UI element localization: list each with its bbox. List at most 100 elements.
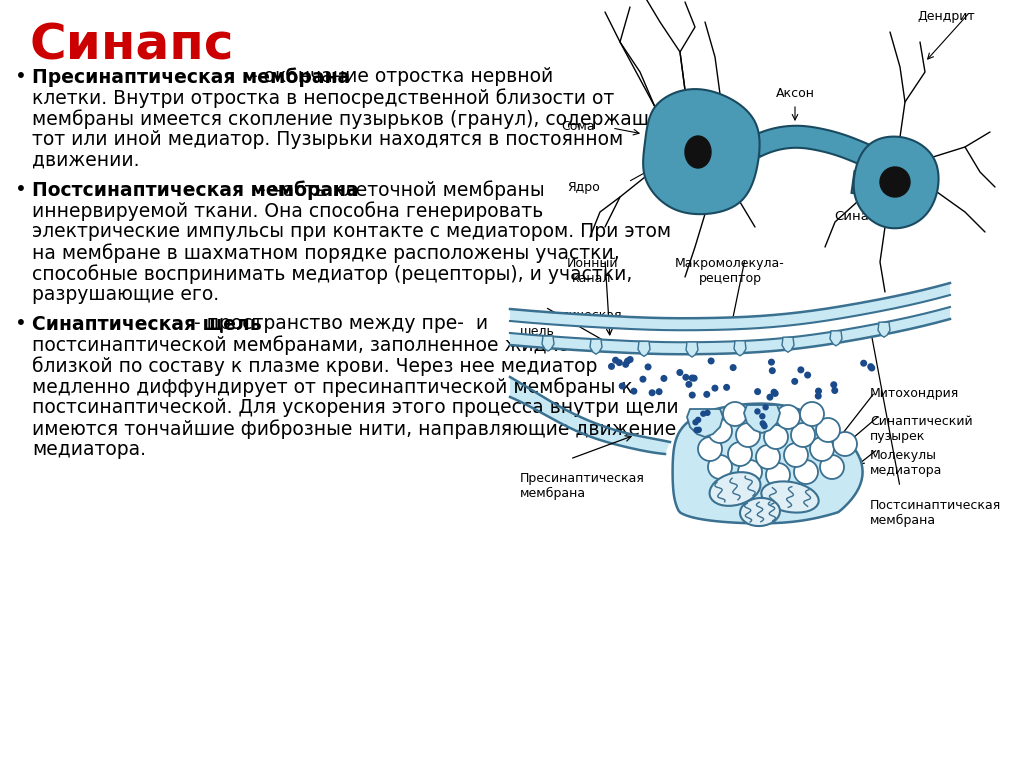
Circle shape bbox=[708, 455, 732, 479]
Circle shape bbox=[772, 390, 778, 397]
Text: электрические импульсы при контакте с медиатором. При этом: электрические импульсы при контакте с ме… bbox=[32, 222, 671, 241]
Circle shape bbox=[760, 413, 765, 419]
Ellipse shape bbox=[761, 482, 818, 512]
Polygon shape bbox=[510, 377, 670, 454]
Polygon shape bbox=[590, 339, 602, 354]
Circle shape bbox=[631, 388, 637, 394]
Text: - окончание отростка нервной: - окончание отростка нервной bbox=[245, 67, 553, 86]
Circle shape bbox=[750, 405, 774, 429]
Circle shape bbox=[689, 392, 695, 398]
Circle shape bbox=[771, 390, 777, 395]
Text: Ионный
канал: Ионный канал bbox=[566, 257, 617, 285]
Text: близкой по составу к плазме крови. Через нее медиатор: близкой по составу к плазме крови. Через… bbox=[32, 356, 597, 376]
Text: •: • bbox=[15, 67, 27, 86]
Text: •: • bbox=[15, 180, 27, 199]
Text: Молекулы
медиатора: Молекулы медиатора bbox=[870, 449, 942, 477]
Circle shape bbox=[616, 360, 623, 365]
Text: способные воспринимать медиатор (рецепторы), и участки,: способные воспринимать медиатор (рецепто… bbox=[32, 264, 633, 284]
Text: разрушающие его.: разрушающие его. bbox=[32, 285, 219, 304]
Circle shape bbox=[689, 375, 695, 380]
Polygon shape bbox=[854, 137, 939, 229]
Circle shape bbox=[831, 387, 838, 393]
Text: Дендрит: Дендрит bbox=[918, 10, 975, 23]
Circle shape bbox=[792, 379, 798, 384]
Circle shape bbox=[869, 365, 874, 370]
Circle shape bbox=[730, 365, 736, 370]
Text: - пространство между пре-  и: - пространство между пре- и bbox=[187, 314, 487, 333]
Circle shape bbox=[815, 393, 821, 399]
Circle shape bbox=[608, 364, 614, 369]
Circle shape bbox=[703, 392, 710, 397]
Text: имеются тончайшие фиброзные нити, направляющие движение: имеются тончайшие фиброзные нити, направ… bbox=[32, 419, 676, 439]
Text: тот или иной медиатор. Пузырьки находятся в постоянном: тот или иной медиатор. Пузырьки находятс… bbox=[32, 130, 624, 149]
Polygon shape bbox=[830, 331, 842, 346]
Text: Пресинаптическая мембрана: Пресинаптическая мембрана bbox=[32, 67, 350, 87]
Circle shape bbox=[776, 405, 800, 429]
Text: Синаптическая
щель: Синаптическая щель bbox=[520, 309, 622, 337]
Text: - часть клеточной мембраны: - часть клеточной мембраны bbox=[253, 180, 545, 199]
Polygon shape bbox=[878, 322, 890, 337]
Circle shape bbox=[755, 389, 761, 394]
Text: •: • bbox=[15, 314, 27, 333]
Circle shape bbox=[686, 381, 691, 387]
Circle shape bbox=[880, 167, 910, 197]
Text: Пресинаптическая
мембрана: Пресинаптическая мембрана bbox=[520, 472, 645, 500]
Text: Синаптическая щель: Синаптическая щель bbox=[32, 314, 262, 333]
Circle shape bbox=[816, 418, 840, 442]
Polygon shape bbox=[643, 89, 760, 214]
Polygon shape bbox=[510, 283, 950, 331]
Polygon shape bbox=[734, 341, 746, 356]
Circle shape bbox=[794, 460, 818, 484]
Circle shape bbox=[662, 376, 667, 381]
Circle shape bbox=[696, 427, 701, 433]
Circle shape bbox=[830, 382, 837, 387]
Circle shape bbox=[800, 402, 824, 426]
Circle shape bbox=[769, 359, 774, 365]
Text: Синапс: Синапс bbox=[30, 22, 234, 70]
Polygon shape bbox=[852, 162, 933, 199]
Circle shape bbox=[764, 425, 788, 449]
Circle shape bbox=[791, 423, 815, 447]
Circle shape bbox=[805, 372, 810, 378]
Circle shape bbox=[738, 460, 762, 484]
Polygon shape bbox=[510, 307, 950, 354]
Circle shape bbox=[709, 358, 714, 364]
Text: Постсинаптическая
мембрана: Постсинаптическая мембрана bbox=[870, 499, 1001, 527]
Circle shape bbox=[861, 360, 866, 366]
Circle shape bbox=[698, 437, 722, 461]
Circle shape bbox=[656, 389, 662, 394]
Circle shape bbox=[640, 377, 646, 382]
Circle shape bbox=[677, 370, 683, 375]
Circle shape bbox=[708, 419, 732, 443]
Ellipse shape bbox=[685, 136, 711, 168]
Circle shape bbox=[645, 364, 651, 370]
Ellipse shape bbox=[740, 498, 780, 526]
Circle shape bbox=[620, 384, 625, 389]
Polygon shape bbox=[782, 337, 794, 352]
Circle shape bbox=[736, 423, 760, 447]
Circle shape bbox=[705, 410, 710, 415]
Circle shape bbox=[628, 357, 633, 362]
Circle shape bbox=[769, 368, 775, 374]
Text: Ядро: Ядро bbox=[567, 180, 600, 193]
Circle shape bbox=[761, 423, 766, 427]
Text: Синаптический
пузырек: Синаптический пузырек bbox=[870, 415, 973, 443]
Polygon shape bbox=[686, 342, 698, 357]
Polygon shape bbox=[673, 403, 862, 523]
Circle shape bbox=[700, 411, 706, 416]
Text: медиатора.: медиатора. bbox=[32, 440, 146, 459]
Circle shape bbox=[756, 445, 780, 469]
Text: мембраны имеется скопление пузырьков (гранул), содержащих: мембраны имеется скопление пузырьков (гр… bbox=[32, 109, 673, 129]
Circle shape bbox=[820, 455, 844, 479]
Text: постсинаптической. Для ускорения этого процесса внутри щели: постсинаптической. Для ускорения этого п… bbox=[32, 398, 679, 417]
Polygon shape bbox=[638, 341, 650, 357]
Circle shape bbox=[767, 394, 773, 400]
Circle shape bbox=[693, 420, 698, 425]
Circle shape bbox=[723, 402, 746, 426]
Circle shape bbox=[694, 427, 699, 433]
Ellipse shape bbox=[710, 472, 761, 506]
Circle shape bbox=[762, 423, 767, 429]
Text: Митохондрия: Митохондрия bbox=[870, 387, 959, 400]
Circle shape bbox=[695, 417, 700, 423]
Text: иннервируемой ткани. Она способна генерировать: иннервируемой ткани. Она способна генери… bbox=[32, 201, 544, 221]
